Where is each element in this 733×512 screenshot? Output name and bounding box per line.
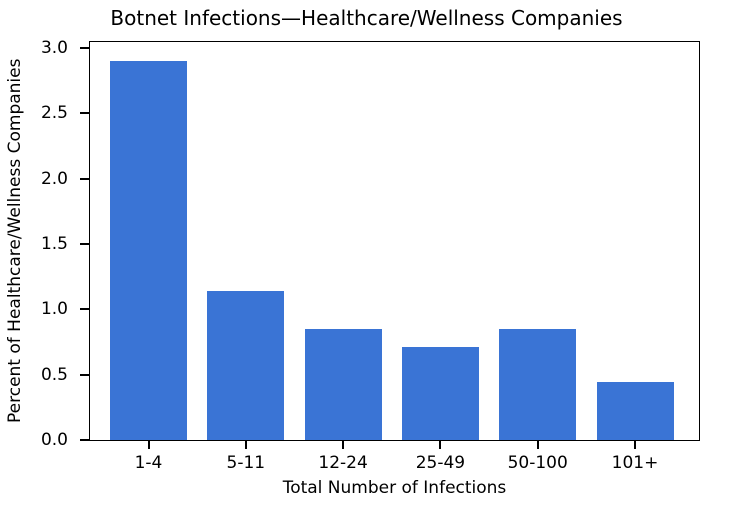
bar-5-11 bbox=[207, 291, 285, 441]
y-tick-label-2.5: 2.5 bbox=[40, 103, 68, 124]
y-tick-mark-1.5 bbox=[80, 242, 89, 245]
x-tick-label-1-4: 1-4 bbox=[134, 453, 163, 473]
x-tick-label-12-24: 12-24 bbox=[318, 453, 368, 473]
plot-area bbox=[89, 41, 700, 441]
x-tick-mark-5-11 bbox=[244, 441, 247, 449]
y-tick-mark-2.0 bbox=[80, 177, 89, 180]
x-tick-label-25-49: 25-49 bbox=[415, 453, 466, 473]
x-tick-mark-1-4 bbox=[147, 441, 150, 449]
y-tick-label-1.5: 1.5 bbox=[40, 233, 68, 254]
x-tick-mark-12-24 bbox=[342, 441, 345, 449]
x-tick-label-101+: 101+ bbox=[611, 453, 659, 473]
x-axis-label: Total Number of Infections bbox=[282, 478, 507, 498]
y-tick-label-2.0: 2.0 bbox=[40, 168, 68, 189]
bar-101+ bbox=[596, 382, 674, 441]
y-tick-mark-0.5 bbox=[80, 373, 89, 376]
bar-25-49 bbox=[401, 347, 479, 441]
bar-12-24 bbox=[304, 328, 382, 441]
x-tick-label-50-100: 50-100 bbox=[507, 453, 568, 473]
y-tick-mark-2.5 bbox=[80, 112, 89, 115]
bar-50-100 bbox=[499, 328, 577, 441]
x-tick-mark-101+ bbox=[634, 441, 636, 449]
y-tick-mark-3.0 bbox=[80, 46, 89, 49]
x-tick-mark-25-49 bbox=[439, 441, 442, 449]
y-tick-label-3.0: 3.0 bbox=[40, 37, 68, 58]
y-tick-label-0.0: 0.0 bbox=[40, 430, 68, 450]
y-tick-label-0.5: 0.5 bbox=[40, 364, 68, 385]
chart-title: Botnet Infections—Healthcare/Wellness Co… bbox=[110, 6, 623, 30]
x-tick-mark-50-100 bbox=[536, 441, 539, 449]
y-tick-mark-0.0 bbox=[80, 439, 89, 441]
x-tick-label-5-11: 5-11 bbox=[226, 453, 266, 473]
y-tick-label-1.0: 1.0 bbox=[40, 299, 68, 320]
y-tick-mark-1.0 bbox=[80, 308, 89, 311]
bar-1-4 bbox=[110, 60, 187, 441]
